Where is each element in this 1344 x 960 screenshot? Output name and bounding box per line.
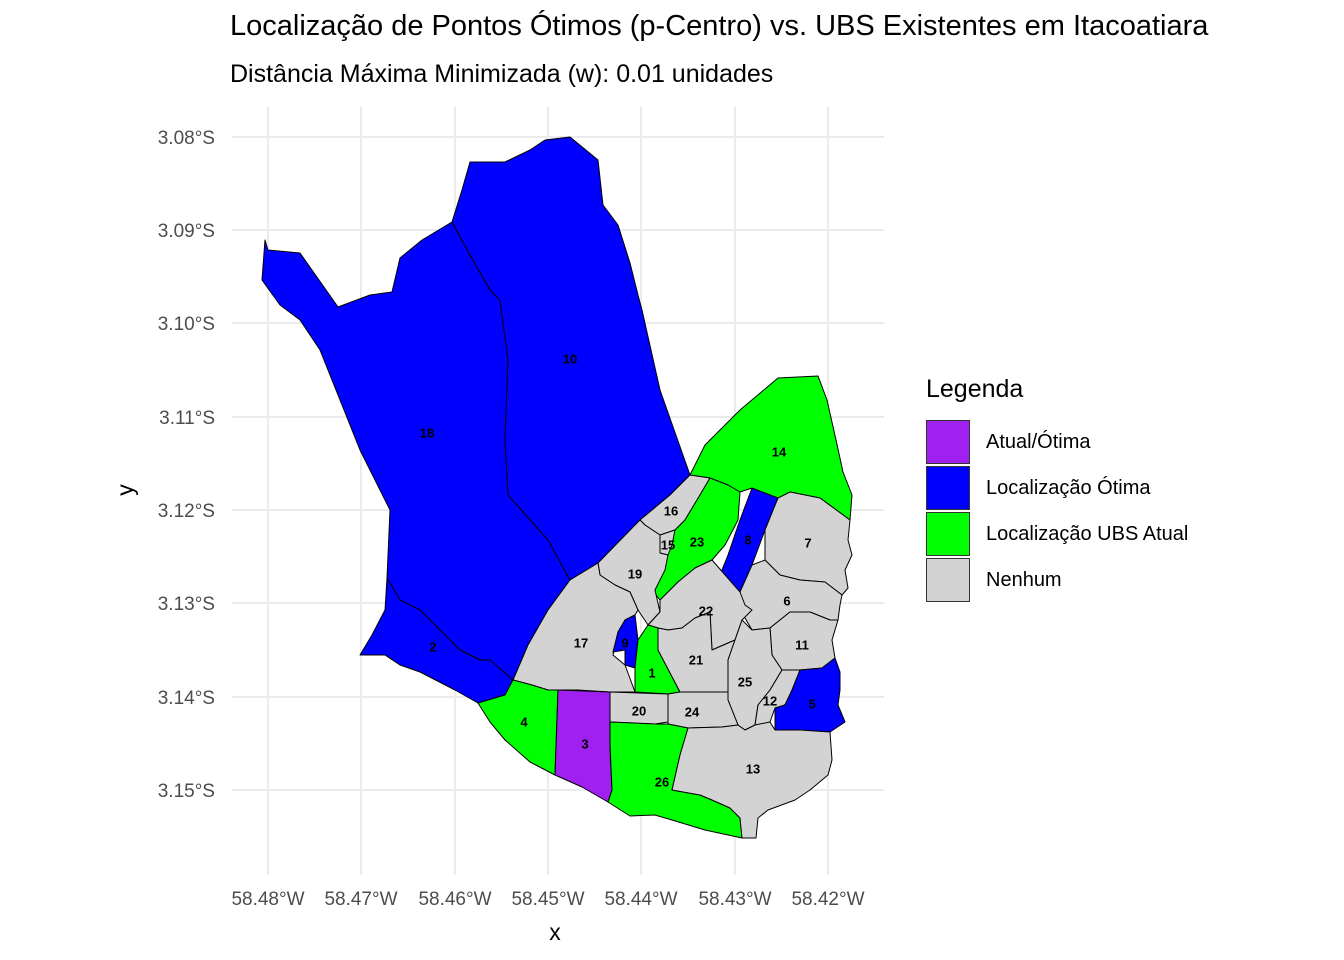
legend-swatch [926,466,970,510]
x-tick-label: 58.45°W [511,889,584,910]
region-label: 17 [574,635,588,650]
region-label: 25 [738,674,752,689]
region-24[interactable] [667,691,739,729]
region-9[interactable] [612,614,639,669]
legend-item-localizacao-otima: Localização Ótima [926,465,1151,511]
region-label: 8 [744,532,751,547]
region-label: 11 [795,637,809,652]
legend-label: Localização Ótima [986,476,1151,499]
y-tick-label: 3.11°S [159,408,215,429]
y-axis-title: y [112,484,138,496]
region-label: 1 [648,665,655,680]
map-title: Localização de Pontos Ótimos (p-Centro) … [230,10,1209,42]
x-axis-title: x [549,919,561,945]
region-label: 9 [621,635,628,650]
region-label: 21 [689,652,703,667]
legend-item-localizacao-ubs-atual: Localização UBS Atual [926,511,1188,557]
x-tick-label: 58.46°W [418,889,491,910]
legend-label: Nenhum [986,568,1062,591]
region-label: 4 [520,714,528,729]
y-tick-label: 3.08°S [158,128,215,149]
region-label: 24 [685,704,700,719]
region-label: 5 [808,696,815,711]
legend-swatch [926,512,970,556]
x-tick-label: 58.43°W [698,889,771,910]
region-label: 20 [632,703,646,718]
region-label: 23 [690,534,704,549]
region-label: 18 [420,425,434,440]
region-label: 22 [699,603,713,618]
x-tick-label: 58.44°W [604,889,677,910]
region-label: 26 [655,774,669,789]
region-10[interactable] [451,136,691,581]
legend-item-atual-otima: Atual/Ótima [926,419,1090,465]
x-tick-label: 58.47°W [324,889,397,910]
region-label: 10 [563,351,577,366]
region-label: 2 [429,639,436,654]
region-label: 15 [661,537,675,552]
legend-item-nenhum: Nenhum [926,557,1062,603]
region-label: 16 [664,503,678,518]
region-20[interactable] [609,691,669,725]
region-13[interactable] [671,721,833,839]
y-tick-label: 3.13°S [158,594,215,615]
y-tick-label: 3.15°S [158,781,215,802]
legend-label: Localização UBS Atual [986,522,1189,545]
y-tick-label: 3.14°S [158,688,215,709]
map-subtitle: Distância Máxima Minimizada (w): 0.01 un… [230,60,774,88]
legend-title: Legenda [926,375,1024,403]
region-21[interactable] [657,611,736,693]
x-tick-label: 58.42°W [791,889,864,910]
region-label: 6 [783,593,790,608]
region-label: 19 [628,566,642,581]
legend-label: Atual/Ótima [986,430,1091,453]
x-tick-label: 58.48°W [231,889,304,910]
region-label: 3 [581,736,588,751]
y-tick-label: 3.12°S [158,501,215,522]
legend-swatch [926,558,970,602]
region-label: 13 [746,761,760,776]
region-5[interactable] [774,657,846,733]
y-tick-label: 3.09°S [158,221,215,242]
y-tick-label: 3.10°S [158,314,215,335]
region-label: 14 [772,444,787,459]
region-label: 7 [804,535,811,550]
legend-swatch [926,420,970,464]
region-label: 12 [763,693,777,708]
